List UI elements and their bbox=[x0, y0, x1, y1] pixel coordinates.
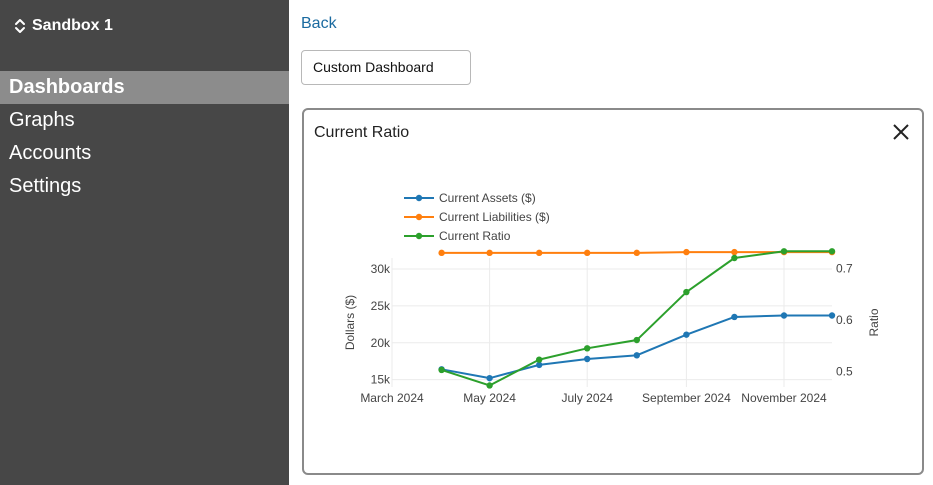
sidebar-item-graphs[interactable]: Graphs bbox=[9, 109, 75, 131]
series-point-1 bbox=[683, 248, 690, 256]
y-right-tick-label: 0.6 bbox=[836, 313, 853, 327]
series-point-2 bbox=[731, 254, 738, 262]
sandbox-switcher[interactable]: Sandbox 1 bbox=[13, 17, 113, 35]
y-left-tick-label: 15k bbox=[371, 373, 391, 387]
card-title: Current Ratio bbox=[314, 124, 410, 141]
legend-label: Current Liabilities ($) bbox=[439, 210, 550, 224]
series-point-2 bbox=[780, 248, 788, 255]
series-line-2 bbox=[441, 250, 832, 387]
series-point-0 bbox=[683, 331, 690, 338]
y-left-tick-label: 30k bbox=[371, 262, 391, 276]
x-tick-label: November 2024 bbox=[741, 391, 827, 405]
legend-label: Current Ratio bbox=[439, 229, 511, 243]
series-point-0 bbox=[584, 355, 591, 363]
sidebar-nav: Dashboards Graphs Accounts Settings bbox=[0, 71, 289, 203]
series-point-2 bbox=[683, 288, 690, 296]
x-tick-label: September 2024 bbox=[642, 391, 731, 405]
series-point-2 bbox=[828, 248, 836, 255]
sidebar: Sandbox 1 Dashboards Graphs Accounts Set… bbox=[0, 0, 289, 485]
legend-swatch-marker bbox=[415, 194, 423, 202]
legend-label: Current Assets ($) bbox=[439, 191, 536, 205]
sandbox-label: Sandbox 1 bbox=[32, 17, 113, 34]
sidebar-item-accounts[interactable]: Accounts bbox=[9, 142, 92, 164]
legend-swatch-marker bbox=[415, 232, 423, 240]
legend-swatch-marker bbox=[415, 213, 423, 221]
sidebar-item-dashboards[interactable]: Dashboards bbox=[0, 71, 289, 104]
series-point-1 bbox=[438, 249, 445, 257]
x-tick-label: March 2024 bbox=[360, 391, 424, 405]
y-left-axis-title: Dollars ($) bbox=[343, 295, 357, 350]
sidebar-item-settings[interactable]: Settings bbox=[9, 175, 82, 197]
main-content: Back Custom Dashboard Current Ratio Marc… bbox=[289, 0, 933, 485]
x-tick-label: July 2024 bbox=[562, 391, 614, 405]
series-point-0 bbox=[486, 374, 493, 382]
series-point-1 bbox=[584, 249, 591, 257]
close-icon[interactable] bbox=[892, 123, 910, 141]
chevron-up-down-icon bbox=[15, 19, 25, 33]
series-point-1 bbox=[486, 249, 493, 257]
series-point-0 bbox=[633, 352, 640, 359]
series-point-0 bbox=[828, 312, 836, 319]
chart-card: Current Ratio March 2024 May 2024 July 202… bbox=[302, 108, 924, 475]
series-point-1 bbox=[731, 248, 738, 256]
series-point-2 bbox=[584, 345, 591, 352]
series-point-2 bbox=[486, 382, 493, 389]
chart: March 2024 May 2024 July 2024 September 202… bbox=[343, 191, 881, 405]
y-right-axis-title: Ratio bbox=[867, 308, 881, 336]
series-line-0 bbox=[441, 314, 832, 380]
series-point-1 bbox=[633, 249, 640, 257]
series-point-0 bbox=[536, 361, 543, 369]
y-right-tick-label: 0.7 bbox=[836, 261, 853, 275]
series-point-2 bbox=[633, 336, 640, 344]
series-point-2 bbox=[536, 356, 543, 363]
dashboard-select[interactable]: Custom Dashboard bbox=[301, 50, 471, 85]
x-tick-label: May 2024 bbox=[463, 391, 516, 405]
series-point-0 bbox=[780, 312, 788, 319]
y-left-tick-label: 20k bbox=[371, 336, 391, 350]
series-point-0 bbox=[731, 313, 738, 321]
series-point-2 bbox=[438, 366, 445, 374]
series-point-1 bbox=[536, 249, 543, 257]
y-right-tick-label: 0.5 bbox=[836, 365, 853, 379]
y-left-tick-label: 25k bbox=[371, 299, 391, 313]
back-link[interactable]: Back bbox=[301, 15, 337, 32]
